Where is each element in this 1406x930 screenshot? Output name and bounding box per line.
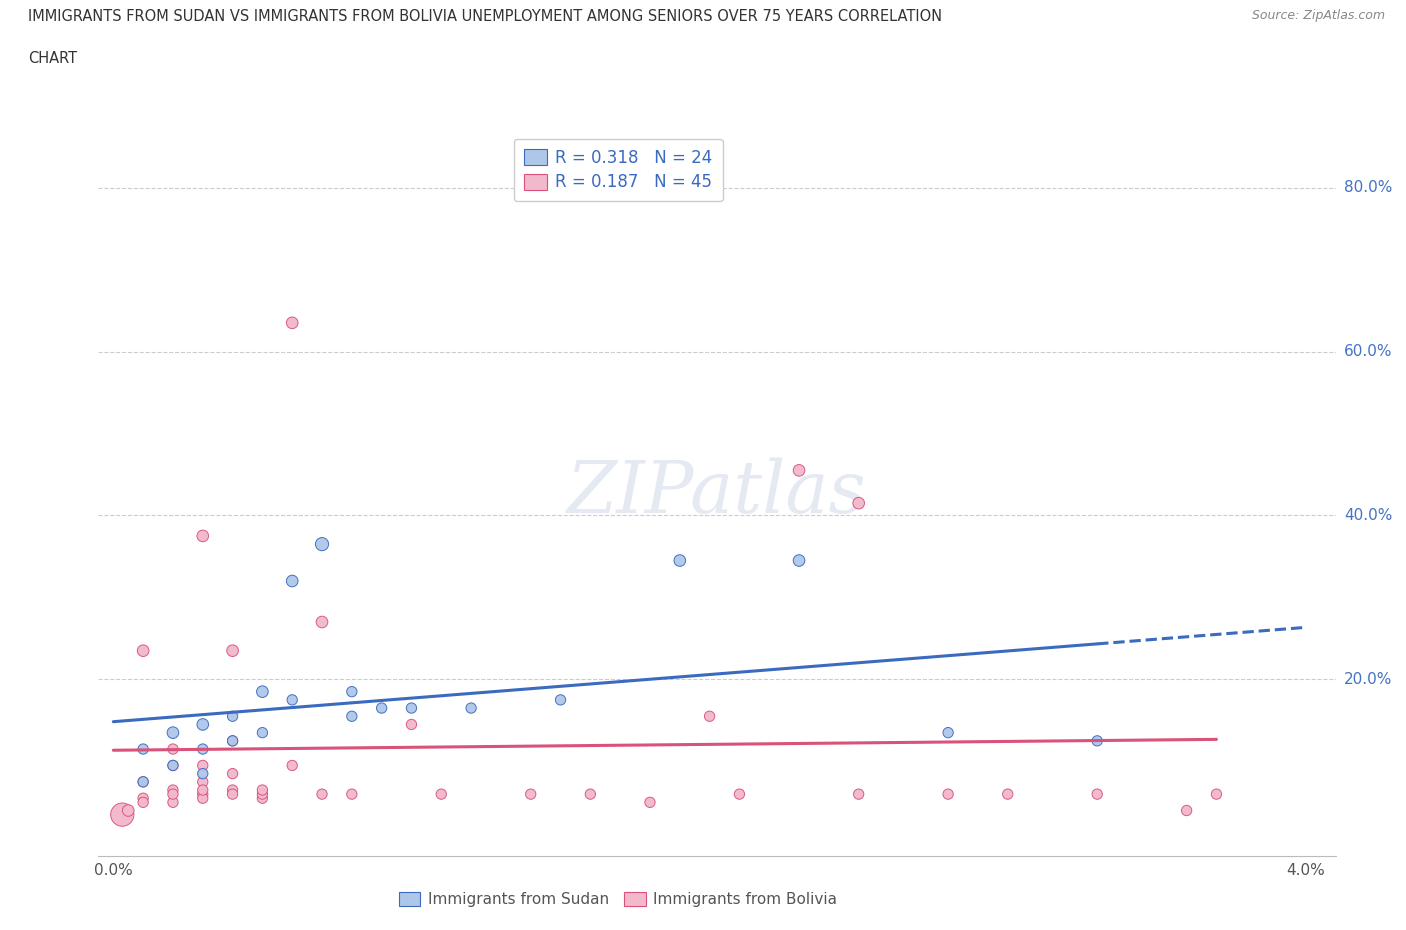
Point bbox=[311, 615, 333, 630]
Point bbox=[132, 795, 155, 810]
Point bbox=[668, 553, 690, 568]
Point bbox=[787, 553, 810, 568]
Point bbox=[132, 741, 155, 756]
Legend: Immigrants from Sudan, Immigrants from Bolivia: Immigrants from Sudan, Immigrants from B… bbox=[392, 885, 844, 913]
Point bbox=[1175, 804, 1198, 818]
Point bbox=[550, 693, 572, 708]
Point bbox=[340, 787, 363, 802]
Point bbox=[221, 782, 243, 797]
Text: Source: ZipAtlas.com: Source: ZipAtlas.com bbox=[1251, 9, 1385, 22]
Point bbox=[162, 782, 184, 797]
Point bbox=[132, 775, 155, 790]
Point bbox=[162, 758, 184, 773]
Point bbox=[370, 700, 392, 715]
Text: CHART: CHART bbox=[28, 51, 77, 66]
Point bbox=[281, 315, 304, 330]
Point bbox=[132, 775, 155, 790]
Point bbox=[1085, 734, 1108, 749]
Text: ZIPatlas: ZIPatlas bbox=[567, 458, 868, 528]
Text: 60.0%: 60.0% bbox=[1344, 344, 1392, 359]
Point bbox=[311, 537, 333, 551]
Text: 20.0%: 20.0% bbox=[1344, 671, 1392, 687]
Point bbox=[111, 807, 134, 822]
Point bbox=[252, 787, 274, 802]
Point bbox=[252, 725, 274, 740]
Point bbox=[252, 782, 274, 797]
Point bbox=[401, 700, 423, 715]
Point bbox=[221, 766, 243, 781]
Point bbox=[162, 725, 184, 740]
Point bbox=[728, 787, 751, 802]
Point bbox=[132, 790, 155, 805]
Point bbox=[191, 717, 214, 732]
Point bbox=[638, 795, 661, 810]
Point bbox=[281, 758, 304, 773]
Point bbox=[191, 758, 214, 773]
Point bbox=[162, 795, 184, 810]
Point bbox=[221, 644, 243, 658]
Point bbox=[221, 709, 243, 724]
Text: 40.0%: 40.0% bbox=[1344, 508, 1392, 523]
Point bbox=[117, 804, 139, 818]
Point bbox=[191, 741, 214, 756]
Point bbox=[221, 734, 243, 749]
Point bbox=[340, 709, 363, 724]
Text: IMMIGRANTS FROM SUDAN VS IMMIGRANTS FROM BOLIVIA UNEMPLOYMENT AMONG SENIORS OVER: IMMIGRANTS FROM SUDAN VS IMMIGRANTS FROM… bbox=[28, 9, 942, 24]
Point bbox=[281, 574, 304, 589]
Point bbox=[460, 700, 482, 715]
Point bbox=[191, 782, 214, 797]
Point bbox=[162, 787, 184, 802]
Point bbox=[579, 787, 602, 802]
Point bbox=[252, 790, 274, 805]
Point bbox=[848, 496, 870, 511]
Point bbox=[162, 741, 184, 756]
Point bbox=[401, 717, 423, 732]
Point bbox=[936, 725, 959, 740]
Point bbox=[848, 787, 870, 802]
Point bbox=[191, 787, 214, 802]
Point bbox=[1085, 787, 1108, 802]
Point bbox=[191, 766, 214, 781]
Point bbox=[252, 684, 274, 699]
Point bbox=[936, 787, 959, 802]
Point bbox=[162, 758, 184, 773]
Point bbox=[191, 528, 214, 543]
Point bbox=[519, 787, 541, 802]
Point bbox=[699, 709, 721, 724]
Point bbox=[787, 463, 810, 478]
Point bbox=[221, 787, 243, 802]
Point bbox=[340, 684, 363, 699]
Point bbox=[191, 775, 214, 790]
Text: 80.0%: 80.0% bbox=[1344, 180, 1392, 195]
Point bbox=[132, 644, 155, 658]
Point bbox=[191, 790, 214, 805]
Point bbox=[430, 787, 453, 802]
Point bbox=[997, 787, 1019, 802]
Point bbox=[221, 734, 243, 749]
Point bbox=[1205, 787, 1227, 802]
Point bbox=[311, 787, 333, 802]
Point bbox=[281, 693, 304, 708]
